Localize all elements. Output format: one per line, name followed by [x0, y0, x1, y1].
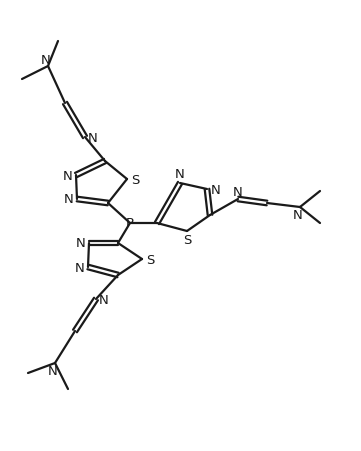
Text: N: N	[75, 261, 85, 274]
Text: N: N	[64, 193, 74, 206]
Text: N: N	[175, 168, 185, 181]
Text: N: N	[293, 209, 303, 222]
Text: S: S	[146, 253, 154, 266]
Text: S: S	[183, 234, 191, 247]
Text: N: N	[76, 237, 86, 250]
Text: N: N	[48, 365, 58, 377]
Text: N: N	[63, 169, 73, 182]
Text: N: N	[99, 293, 109, 306]
Text: N: N	[41, 53, 51, 66]
Text: S: S	[131, 173, 139, 186]
Text: N: N	[233, 185, 243, 198]
Text: N: N	[211, 183, 221, 196]
Text: P: P	[126, 217, 134, 230]
Text: N: N	[88, 131, 98, 144]
